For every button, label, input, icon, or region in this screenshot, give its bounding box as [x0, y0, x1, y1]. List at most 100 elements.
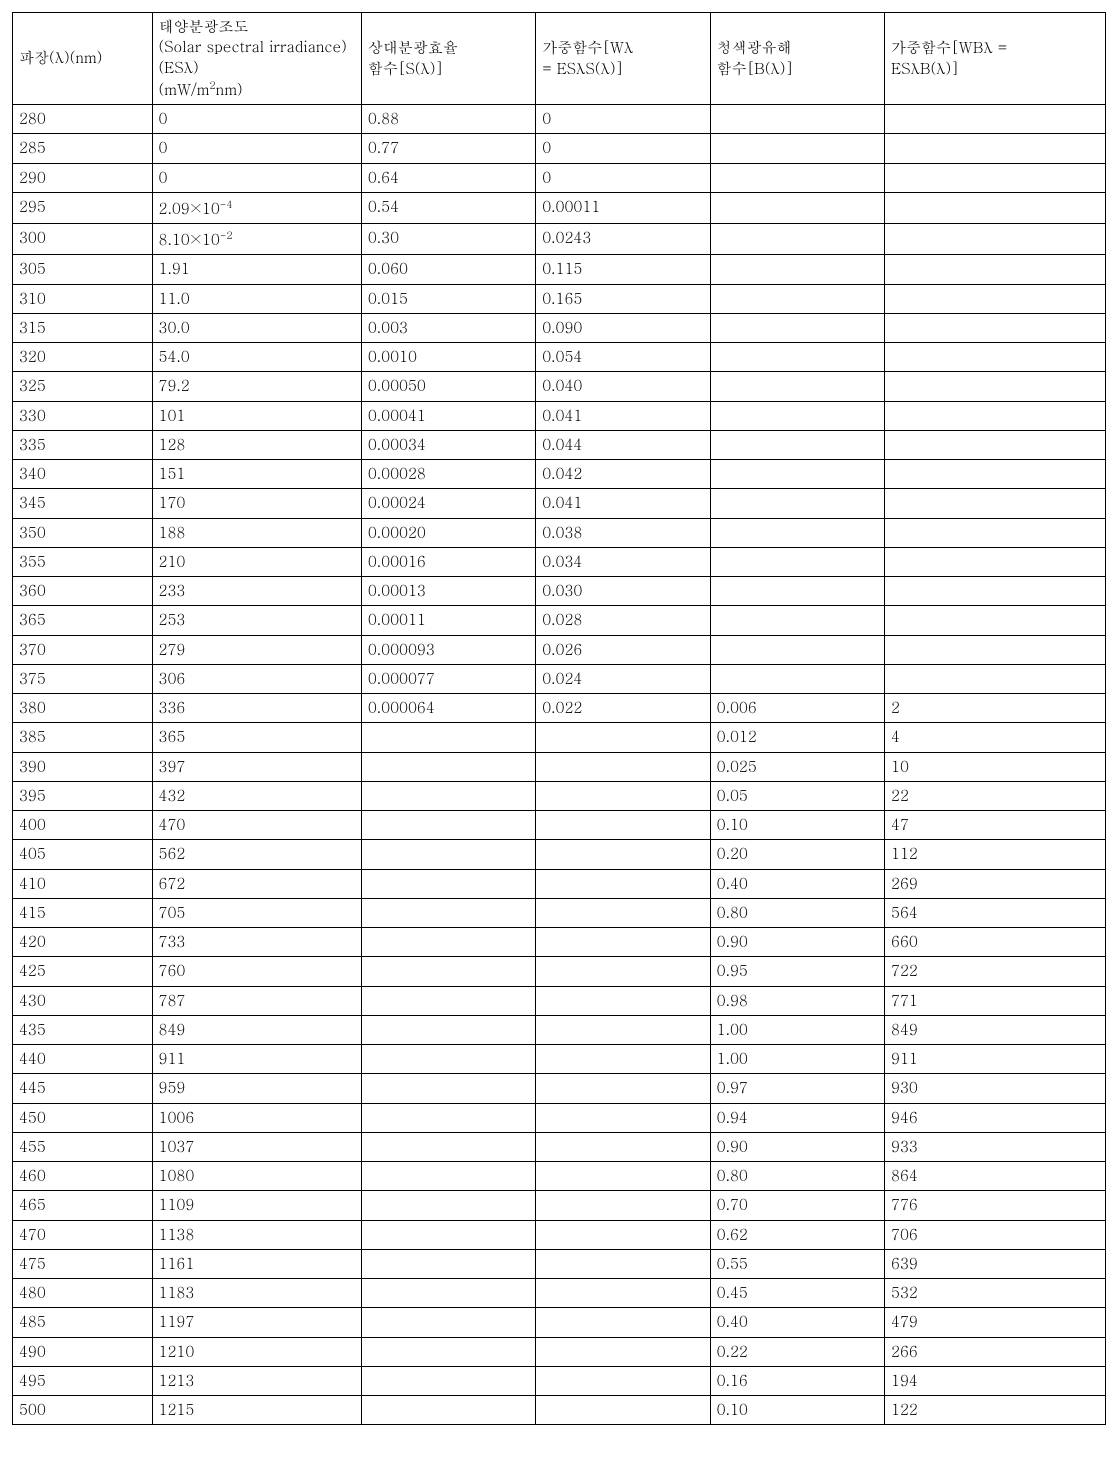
table-cell: 435 [13, 1015, 153, 1044]
table-cell: 760 [152, 957, 361, 986]
table-cell [361, 1045, 535, 1074]
table-cell [710, 372, 884, 401]
table-cell: 365 [13, 606, 153, 635]
table-row: 4207330.90660 [13, 928, 1106, 957]
table-cell: 432 [152, 781, 361, 810]
table-cell [885, 255, 1106, 284]
table-cell: 480 [13, 1279, 153, 1308]
table-cell: 355 [13, 547, 153, 576]
table-cell: 1213 [152, 1366, 361, 1395]
table-cell: 1006 [152, 1103, 361, 1132]
table-cell [361, 723, 535, 752]
table-row: 28000.880 [13, 105, 1106, 134]
table-cell: 0.20 [710, 840, 884, 869]
table-cell: 335 [13, 430, 153, 459]
table-cell: 1.00 [710, 1045, 884, 1074]
table-cell: 445 [13, 1074, 153, 1103]
table-cell: 470 [13, 1220, 153, 1249]
table-cell [361, 840, 535, 869]
table-cell: 660 [885, 928, 1106, 957]
table-cell: 10 [885, 752, 1106, 781]
table-cell: 194 [885, 1366, 1106, 1395]
table-cell [536, 1045, 710, 1074]
table-cell [536, 928, 710, 957]
table-cell: 1037 [152, 1132, 361, 1161]
table-cell: 325 [13, 372, 153, 401]
table-row: 3301010.000410.041 [13, 401, 1106, 430]
table-cell [361, 1074, 535, 1103]
table-row: 47011380.62706 [13, 1220, 1106, 1249]
col-header-weight-w: 가중함수[Wλ= ESλS(λ)] [536, 13, 710, 105]
table-cell: 0.165 [536, 284, 710, 313]
table-cell [536, 752, 710, 781]
table-cell [885, 401, 1106, 430]
table-cell: 0.90 [710, 928, 884, 957]
table-cell: 0.95 [710, 957, 884, 986]
table-cell: 350 [13, 518, 153, 547]
table-cell: 485 [13, 1308, 153, 1337]
table-cell: 500 [13, 1396, 153, 1425]
table-cell: 911 [885, 1045, 1106, 1074]
table-cell: 0 [152, 134, 361, 163]
table-cell [361, 957, 535, 986]
table-row: 47511610.55639 [13, 1249, 1106, 1278]
table-cell: 340 [13, 460, 153, 489]
table-cell [710, 224, 884, 255]
table-cell: 0 [536, 163, 710, 192]
table-cell: 0.00016 [361, 547, 535, 576]
table-cell: 0.041 [536, 489, 710, 518]
table-cell: 305 [13, 255, 153, 284]
table-cell [885, 460, 1106, 489]
table-header: 파장(λ)(nm) 태양분광조도(Solar spectral irradian… [13, 13, 1106, 105]
table-cell [361, 781, 535, 810]
table-cell [710, 635, 884, 664]
table-row: 3652530.000110.028 [13, 606, 1106, 635]
table-cell: 0.024 [536, 664, 710, 693]
col-header-blue-light-hazard: 청색광유해함수[B(λ)] [710, 13, 884, 105]
table-cell [710, 460, 884, 489]
table-cell: 385 [13, 723, 153, 752]
table-cell: 0.55 [710, 1249, 884, 1278]
table-cell: 310 [13, 284, 153, 313]
table-cell: 375 [13, 664, 153, 693]
table-row: 4459590.97930 [13, 1074, 1106, 1103]
table-cell: 0.64 [361, 163, 535, 192]
table-cell: 101 [152, 401, 361, 430]
table-cell [885, 105, 1106, 134]
table-cell [361, 1015, 535, 1044]
table-cell [361, 898, 535, 927]
table-cell: 315 [13, 313, 153, 342]
table-cell [885, 134, 1106, 163]
table-cell: 79.2 [152, 372, 361, 401]
table-row: 4106720.40269 [13, 869, 1106, 898]
table-cell [536, 1103, 710, 1132]
table-cell: 930 [885, 1074, 1106, 1103]
table-cell [361, 1396, 535, 1425]
table-cell: 400 [13, 811, 153, 840]
table-row: 49012100.22266 [13, 1337, 1106, 1366]
table-cell: 320 [13, 343, 153, 372]
table-cell: 210 [152, 547, 361, 576]
table-cell: 0.94 [710, 1103, 884, 1132]
table-cell [361, 1162, 535, 1191]
table-cell [536, 840, 710, 869]
table-cell: 415 [13, 898, 153, 927]
table-cell: 0.044 [536, 430, 710, 459]
table-cell [536, 1220, 710, 1249]
table-row: 48511970.40479 [13, 1308, 1106, 1337]
table-cell: 0.022 [536, 694, 710, 723]
table-cell: 672 [152, 869, 361, 898]
table-cell [885, 313, 1106, 342]
table-cell [885, 343, 1106, 372]
table-cell [710, 664, 884, 693]
table-cell [536, 1132, 710, 1161]
table-cell: 0.006 [710, 694, 884, 723]
table-cell [710, 105, 884, 134]
table-cell: 390 [13, 752, 153, 781]
table-cell: 253 [152, 606, 361, 635]
table-cell: 0.0243 [536, 224, 710, 255]
table-row: 3351280.000340.044 [13, 430, 1106, 459]
table-cell: 1215 [152, 1396, 361, 1425]
table-cell: 733 [152, 928, 361, 957]
table-cell [361, 811, 535, 840]
